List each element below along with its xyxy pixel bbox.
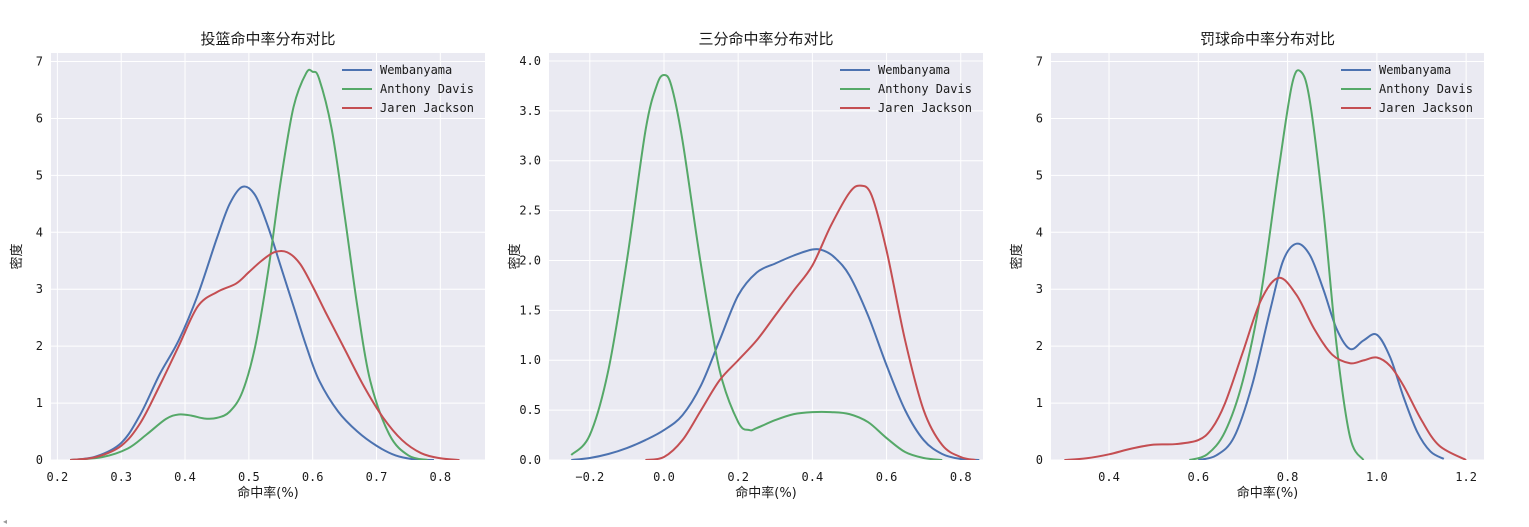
series-line-1	[571, 248, 980, 460]
y-tick-label: 5	[36, 168, 43, 182]
y-tick-label: 2.0	[519, 253, 541, 267]
y-axis-label: 密度	[507, 243, 523, 269]
legend: Wembanyama Anthony Davis Jaren Jackson	[1341, 63, 1473, 115]
legend-entry: Jaren Jackson	[878, 101, 972, 115]
legend-entry: Wembanyama	[380, 63, 452, 77]
chart-title: 三分命中率分布对比	[698, 30, 833, 48]
x-tick-label: 1.2	[1455, 470, 1477, 484]
y-tick-label: 4	[36, 225, 43, 239]
chart-panel-2: −0.2 0.0 0.2 0.4 0.6 0.8 0.0 0.5 1.0 1.5 2.0 2.5 3.0…	[507, 30, 983, 501]
x-tick-label: 0.4	[1098, 470, 1120, 484]
series-line-2	[570, 73, 943, 460]
legend-entry: Anthony Davis	[380, 82, 474, 96]
series-line-1	[1198, 242, 1445, 460]
x-tick-label: 0.0	[653, 470, 675, 484]
x-axis-label: 命中率(%)	[237, 485, 299, 501]
plot-area	[549, 53, 983, 460]
y-tick-label: 6	[36, 111, 43, 125]
y-tick-label: 3	[1036, 282, 1043, 296]
legend-entry: Jaren Jackson	[1379, 101, 1473, 115]
y-tick-label: 1	[1036, 396, 1043, 410]
y-tick-label: 2	[1036, 339, 1043, 353]
x-tick-label: −0.2	[575, 470, 604, 484]
legend: Wembanyama Anthony Davis Jaren Jackson	[840, 63, 972, 115]
y-tick-label: 0	[36, 453, 43, 467]
x-tick-label: 0.2	[47, 470, 69, 484]
x-axis-label: 命中率(%)	[735, 485, 797, 501]
y-tick-label: 0.0	[519, 453, 541, 467]
legend-entry: Anthony Davis	[1379, 82, 1473, 96]
y-tick-label: 0	[1036, 453, 1043, 467]
legend-entry: Wembanyama	[878, 63, 950, 77]
x-tick-label: 0.6	[302, 470, 324, 484]
x-tick-label: 0.5	[238, 470, 260, 484]
x-tick-label: 0.6	[1187, 470, 1209, 484]
x-tick-label: 0.4	[802, 470, 824, 484]
y-tick-label: 0.5	[519, 403, 541, 417]
legend-entry: Wembanyama	[1379, 63, 1451, 77]
y-tick-label: 4	[1036, 225, 1043, 239]
x-tick-label: 0.8	[950, 470, 972, 484]
x-tick-label: 0.6	[876, 470, 898, 484]
x-axis-label: 命中率(%)	[1237, 485, 1299, 501]
y-tick-label: 1	[36, 396, 43, 410]
y-tick-label: 2.5	[519, 204, 541, 218]
series-line-3	[70, 249, 460, 460]
y-tick-label: 4.0	[519, 54, 541, 68]
scroll-left-icon[interactable]: ◂	[3, 517, 8, 526]
x-tick-label: 0.2	[727, 470, 749, 484]
y-tick-label: 1.0	[519, 353, 541, 367]
y-tick-label: 1.5	[519, 303, 541, 317]
chart-title: 罚球命中率分布对比	[1200, 30, 1335, 48]
y-tick-label: 7	[36, 55, 43, 69]
y-tick-label: 3.5	[519, 104, 541, 118]
series-line-3	[1064, 276, 1467, 460]
x-tick-label: 0.8	[1277, 470, 1299, 484]
chart-panel-1: 0.2 0.3 0.4 0.5 0.6 0.7 0.8 0 1 2 3 4 5 6 7 投篮命中率分布对比命中…	[9, 30, 485, 501]
series-line-1	[70, 185, 434, 460]
series-line-3	[645, 184, 976, 460]
x-tick-label: 1.0	[1366, 470, 1388, 484]
x-tick-label: 0.3	[110, 470, 132, 484]
y-axis-label: 密度	[1009, 243, 1025, 269]
x-tick-label: 0.8	[429, 470, 451, 484]
y-tick-label: 2	[36, 339, 43, 353]
series-line-2	[1189, 69, 1365, 460]
y-tick-label: 7	[1036, 55, 1043, 69]
x-tick-label: 0.4	[174, 470, 196, 484]
y-tick-label: 3	[36, 282, 43, 296]
legend-entry: Anthony Davis	[878, 82, 972, 96]
chart-title: 投篮命中率分布对比	[200, 30, 335, 48]
y-tick-label: 5	[1036, 168, 1043, 182]
y-tick-label: 3.0	[519, 154, 541, 168]
y-tick-label: 6	[1036, 111, 1043, 125]
x-tick-label: 0.7	[366, 470, 388, 484]
legend-entry: Jaren Jackson	[380, 101, 474, 115]
y-axis-label: 密度	[9, 243, 25, 269]
series-line-2	[70, 68, 428, 460]
legend: Wembanyama Anthony Davis Jaren Jackson	[342, 63, 474, 115]
